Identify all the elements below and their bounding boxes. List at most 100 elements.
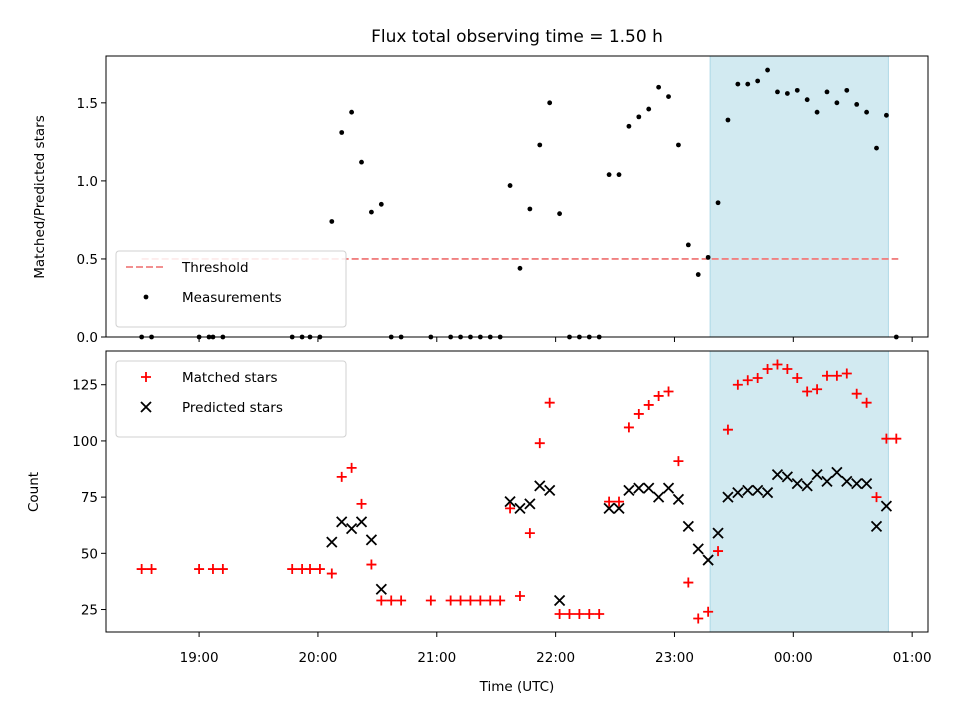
measurement-point	[517, 265, 523, 271]
measurement-point	[884, 112, 889, 118]
measurement-point	[854, 101, 860, 107]
matched-stars-point	[534, 438, 545, 449]
predicted-stars-point	[672, 493, 685, 506]
matched-stars-point	[475, 595, 486, 606]
predicted-stars-point	[365, 534, 378, 546]
predicted-stars-point	[860, 477, 873, 490]
measurement-point	[685, 242, 691, 248]
x-tick-label: 23:00	[655, 650, 694, 666]
measurement-point	[557, 211, 562, 217]
predicted-stars-point	[623, 484, 635, 497]
measurement-point	[676, 142, 681, 148]
predicted-stars-point	[682, 520, 694, 532]
measurement-point	[329, 219, 335, 224]
measurement-point	[656, 84, 662, 90]
ratio-axes-frame	[105, 55, 929, 338]
matched-stars-point	[841, 368, 852, 379]
predicted-stars-point	[633, 482, 645, 494]
measurement-point	[735, 81, 741, 87]
predicted-stars-point	[355, 516, 368, 528]
measurement-point	[527, 206, 533, 212]
matched-stars-point	[146, 564, 157, 575]
measurement-point	[369, 209, 374, 215]
count-panel: 25 50 75 100 125 19:00 20:00 21:00 22:00 23:00 00:…	[72, 350, 932, 666]
matched-stars-point	[851, 388, 862, 399]
matched-stars-point	[524, 528, 535, 539]
ratio-observing-window	[709, 55, 889, 338]
measurement-point	[824, 89, 830, 95]
legend-matched-handle	[141, 372, 151, 382]
chart-title: Flux total observing time = 1.50 h	[371, 27, 663, 47]
measurement-point	[666, 94, 671, 99]
matched-stars-point	[305, 564, 316, 575]
measurement-point	[834, 100, 840, 106]
top-y-axis-label: Matched/Predicted stars	[32, 115, 48, 278]
measurement-point	[378, 201, 384, 207]
matched-stars-point	[821, 370, 832, 381]
predicted-stars-point	[831, 466, 843, 479]
measurement-point	[765, 67, 770, 73]
matched-stars-point	[594, 609, 605, 620]
measurement-point	[745, 81, 751, 87]
predicted-stars-point	[880, 500, 893, 512]
predicted-stars-point	[643, 482, 655, 494]
measurement-point	[755, 78, 761, 84]
predicted-stars-point	[851, 477, 863, 490]
predicted-stars-point	[514, 502, 526, 514]
predicted-stars-point	[613, 502, 625, 514]
measurement-point	[814, 109, 820, 115]
matched-stars-point	[356, 498, 367, 509]
predicted-stars-point	[791, 477, 803, 490]
matched-stars-point	[554, 609, 565, 620]
matched-stars-point	[703, 606, 714, 617]
measurement-point	[804, 97, 810, 103]
measurement-point	[547, 100, 553, 106]
legend-label: Matched stars	[182, 370, 278, 386]
matched-stars-point	[722, 424, 733, 435]
predicted-stars-point	[781, 471, 794, 483]
matched-stars-point	[782, 363, 793, 374]
predicted-stars-point	[326, 536, 338, 548]
matched-stars-point	[207, 564, 218, 575]
matched-stars-point	[713, 546, 724, 557]
predicted-stars-point	[553, 594, 566, 607]
matched-stars-point	[653, 390, 664, 401]
measurement-point	[864, 109, 869, 115]
measurement-point	[646, 106, 652, 112]
measurement-point	[507, 183, 513, 188]
predicted-stars-point	[752, 484, 764, 497]
matched-stars-point	[544, 397, 555, 408]
matched-stars-point	[614, 496, 625, 507]
y-tick-label: 25	[81, 603, 98, 619]
matched-stars-point	[623, 422, 634, 433]
matched-stars-point	[326, 568, 337, 579]
matched-stars-point	[445, 595, 456, 606]
matched-stars-point	[802, 386, 813, 397]
measurement-point	[626, 123, 632, 129]
measurement-point	[339, 130, 345, 135]
predicted-stars-point	[544, 484, 556, 497]
matched-stars-point	[584, 609, 595, 620]
legend-measurement-handle	[143, 294, 149, 300]
matched-stars-point	[505, 503, 516, 514]
y-tick-label: 1.5	[77, 96, 98, 112]
matched-stars-point	[514, 591, 525, 602]
count-legend: Matched stars Predicted stars	[115, 360, 347, 438]
matched-stars-point	[346, 462, 357, 473]
matched-stars-point	[752, 372, 763, 383]
measurement-point	[606, 172, 612, 178]
predicted-stars-point	[761, 486, 774, 499]
ratio-legend: Threshold Measurements	[115, 250, 347, 328]
matched-stars-point	[772, 359, 783, 370]
legend-label: Threshold	[181, 260, 249, 276]
measurement-point	[794, 87, 800, 93]
predicted-stars-point	[771, 469, 784, 481]
matched-stars-point	[633, 408, 644, 419]
x-axis-label: Time (UTC)	[479, 679, 555, 695]
measurement-point	[636, 114, 642, 120]
count-axes-frame	[105, 350, 929, 633]
measurement-point	[715, 200, 721, 206]
y-tick-label: 125	[72, 378, 98, 394]
predicted-stars-point	[345, 522, 358, 535]
